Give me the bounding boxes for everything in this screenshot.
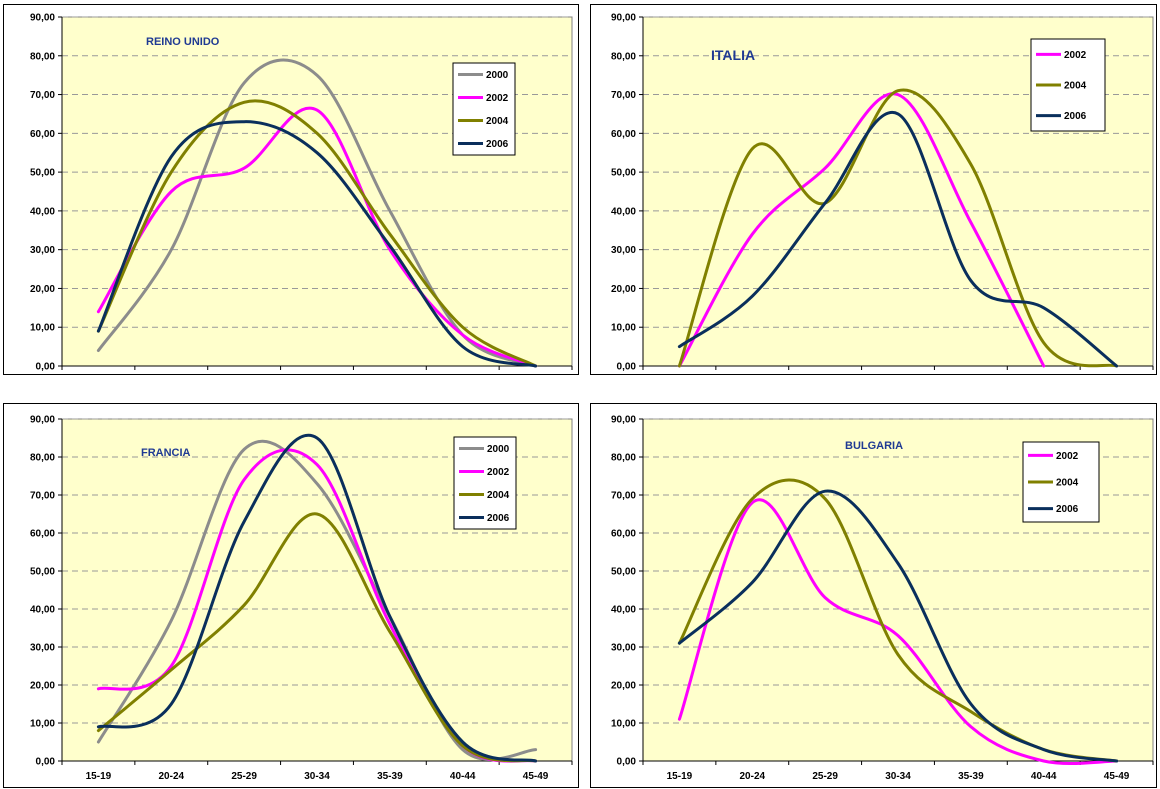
legend-label-2002: 2002 <box>487 467 510 478</box>
x-tick-label: 45-49 <box>1104 771 1130 782</box>
x-tick-label: 20-24 <box>158 771 184 782</box>
y-tick-label: 80,00 <box>611 453 636 464</box>
y-tick-label: 40,00 <box>611 206 636 217</box>
legend-label-2004: 2004 <box>487 490 510 501</box>
legend-label-2002: 2002 <box>1056 451 1079 462</box>
x-tick-label: 15-19 <box>667 771 693 782</box>
y-tick-label: 0,00 <box>36 362 56 373</box>
chart-svg-francia: 0,00 10,00 20,00 30,00 40,00 50,00 60,00 70,00 8… <box>30 415 573 782</box>
series-line-2002 <box>677 498 1119 766</box>
y-tick-label: 30,00 <box>611 245 636 256</box>
y-tick-label: 0,00 <box>617 757 637 768</box>
y-tick-label: 10,00 <box>30 719 55 730</box>
legend-label-2006: 2006 <box>1056 504 1079 515</box>
chart-title: FRANCIA <box>141 447 191 459</box>
series-line-2006 <box>677 489 1119 763</box>
x-tick-label: 35-39 <box>377 771 403 782</box>
y-tick-label: 30,00 <box>30 245 55 256</box>
chart-panel-bulgaria: 0,00 10,00 20,00 30,00 40,00 50,00 60,00 70,00 8… <box>590 403 1157 788</box>
y-tick-label: 20,00 <box>611 681 636 692</box>
y-tick-label: 80,00 <box>30 453 55 464</box>
y-tick-label: 0,00 <box>36 757 56 768</box>
y-tick-label: 30,00 <box>611 643 636 654</box>
y-tick-label: 60,00 <box>611 129 636 140</box>
y-tick-label: 90,00 <box>30 13 55 24</box>
series-line-2006 <box>96 433 538 763</box>
series-line-2002 <box>96 106 538 368</box>
legend-label-2000: 2000 <box>486 70 509 81</box>
legend-label-2002: 2002 <box>1064 50 1087 61</box>
chart-panel-francia: 0,00 10,00 20,00 30,00 40,00 50,00 60,00 70,00 8… <box>3 403 579 788</box>
chart-svg-bulgaria: 0,00 10,00 20,00 30,00 40,00 50,00 60,00 70,00 8… <box>611 415 1154 782</box>
x-tick-label: 40-44 <box>450 771 476 782</box>
series-line-2002 <box>677 92 1046 368</box>
legend-box <box>452 62 516 156</box>
chart-panel-reino-unido: 0,00 10,00 20,00 30,00 40,00 50,00 60,00 70,00 8… <box>3 4 579 375</box>
y-tick-label: 70,00 <box>30 90 55 101</box>
y-tick-label: 50,00 <box>611 567 636 578</box>
chart-title: BULGARIA <box>845 440 903 452</box>
chart-title: REINO UNIDO <box>146 36 220 48</box>
y-tick-label: 70,00 <box>30 491 55 502</box>
y-tick-label: 90,00 <box>30 415 55 426</box>
chart-title: ITALIA <box>711 47 755 63</box>
y-tick-label: 0,00 <box>617 362 637 373</box>
x-tick-label: 25-29 <box>812 771 838 782</box>
legend-label-2004: 2004 <box>1064 81 1087 92</box>
y-tick-label: 30,00 <box>30 643 55 654</box>
x-tick-label: 35-39 <box>958 771 984 782</box>
y-tick-label: 40,00 <box>30 605 55 616</box>
y-tick-label: 60,00 <box>30 529 55 540</box>
y-tick-label: 90,00 <box>611 13 636 24</box>
x-tick-label: 30-34 <box>885 771 911 782</box>
y-tick-label: 10,00 <box>611 719 636 730</box>
y-tick-label: 90,00 <box>611 415 636 426</box>
y-tick-label: 60,00 <box>611 529 636 540</box>
y-tick-label: 50,00 <box>611 168 636 179</box>
y-tick-label: 80,00 <box>611 51 636 62</box>
y-tick-label: 60,00 <box>30 129 55 140</box>
x-tick-label: 30-34 <box>304 771 330 782</box>
legend-label-2004: 2004 <box>1056 478 1079 489</box>
x-tick-label: 25-29 <box>231 771 257 782</box>
legend-label-2002: 2002 <box>486 93 509 104</box>
legend-label-2006: 2006 <box>1064 111 1087 122</box>
y-tick-label: 50,00 <box>30 168 55 179</box>
y-tick-label: 20,00 <box>30 681 55 692</box>
series-line-2004 <box>96 99 538 368</box>
chart-svg-reino-unido: 0,00 10,00 20,00 30,00 40,00 50,00 60,00 70,00 8… <box>30 13 573 373</box>
chart-svg-italia: 0,00 10,00 20,00 30,00 40,00 50,00 60,00 70,00 8… <box>611 13 1154 373</box>
x-tick-label: 40-44 <box>1031 771 1057 782</box>
series-line-2004 <box>96 512 538 763</box>
x-tick-label: 45-49 <box>523 771 549 782</box>
series-line-2006 <box>677 110 1119 368</box>
y-tick-label: 70,00 <box>611 491 636 502</box>
x-tick-label: 20-24 <box>739 771 765 782</box>
legend-label-2006: 2006 <box>486 139 509 150</box>
y-tick-label: 40,00 <box>611 605 636 616</box>
series-line-2006 <box>96 120 538 368</box>
legend-label-2006: 2006 <box>487 513 510 524</box>
y-tick-label: 40,00 <box>30 206 55 217</box>
y-tick-label: 20,00 <box>30 284 55 295</box>
y-tick-label: 70,00 <box>611 90 636 101</box>
x-tick-label: 15-19 <box>86 771 112 782</box>
legend-label-2004: 2004 <box>486 116 509 127</box>
y-tick-label: 10,00 <box>30 323 55 334</box>
y-tick-label: 10,00 <box>611 323 636 334</box>
series-line-2004 <box>677 88 1119 368</box>
series-line-2000 <box>96 439 538 761</box>
y-tick-label: 20,00 <box>611 284 636 295</box>
chart-panel-italia: 0,00 10,00 20,00 30,00 40,00 50,00 60,00 70,00 8… <box>590 4 1157 375</box>
y-tick-label: 80,00 <box>30 51 55 62</box>
legend-box <box>453 436 517 530</box>
y-tick-label: 50,00 <box>30 567 55 578</box>
legend-label-2000: 2000 <box>487 444 510 455</box>
